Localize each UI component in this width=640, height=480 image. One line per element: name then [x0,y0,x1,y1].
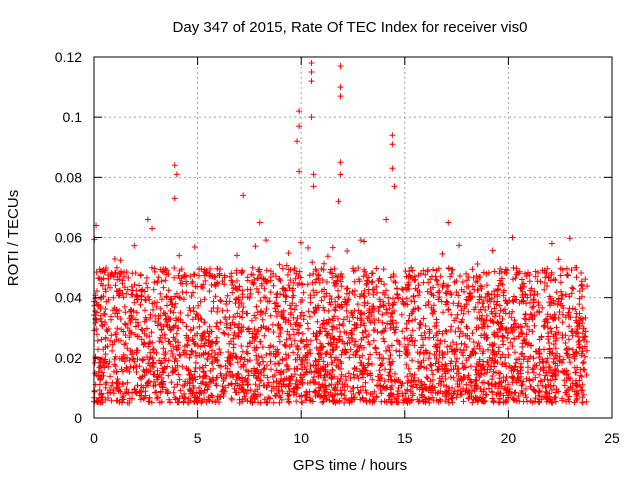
data-point [171,195,178,202]
axes: 0 0.02 0.04 0.06 0.08 0.1 0.12 0 5 10 15 20 25 [55,49,620,446]
data-point [389,165,396,172]
data-point [308,78,315,85]
x-tick-label: 5 [194,430,202,446]
data-point [149,225,156,232]
data-point [173,171,180,178]
data-point [296,168,303,175]
y-axis-label: ROTI / TECUs [5,190,22,286]
data-point [310,183,317,190]
chart-title: Day 347 of 2015, Rate Of TEC Index for r… [173,19,528,36]
data-point [389,132,396,139]
x-tick-label: 0 [90,430,98,446]
data-point [144,216,151,223]
y-tick-label: 0.06 [55,230,82,246]
data-point [335,198,342,205]
data-point [337,63,344,70]
data-point [296,123,303,130]
dense-point-cloud [91,235,591,406]
y-tick-label: 0.08 [55,169,82,185]
data-point [391,183,398,190]
data-point [256,219,263,226]
data-point [389,141,396,148]
data-point [296,108,303,115]
data-point [337,171,344,178]
x-axis-label: GPS time / hours [293,457,407,474]
data-point [308,69,315,76]
x-tick-label: 25 [604,430,620,446]
data-point [445,219,452,226]
data-point [240,192,247,199]
x-tick-label: 20 [501,430,517,446]
y-tick-label: 0.02 [55,350,82,366]
data-point [310,171,317,178]
y-tick-label: 0.12 [55,49,82,65]
data-point [337,84,344,91]
y-tick-label: 0.04 [55,290,82,306]
data-points [91,60,591,406]
y-tick-label: 0 [74,410,82,426]
plot-frame [93,56,613,419]
data-point [383,216,390,223]
data-point [337,159,344,166]
data-point [548,240,555,247]
data-point [509,234,516,241]
data-point [337,93,344,100]
data-point [308,60,315,67]
y-tick-label: 0.1 [63,109,83,125]
data-point [294,138,301,145]
x-tick-label: 10 [293,430,309,446]
data-point [308,114,315,121]
x-tick-label: 15 [397,430,413,446]
data-point [171,162,178,169]
